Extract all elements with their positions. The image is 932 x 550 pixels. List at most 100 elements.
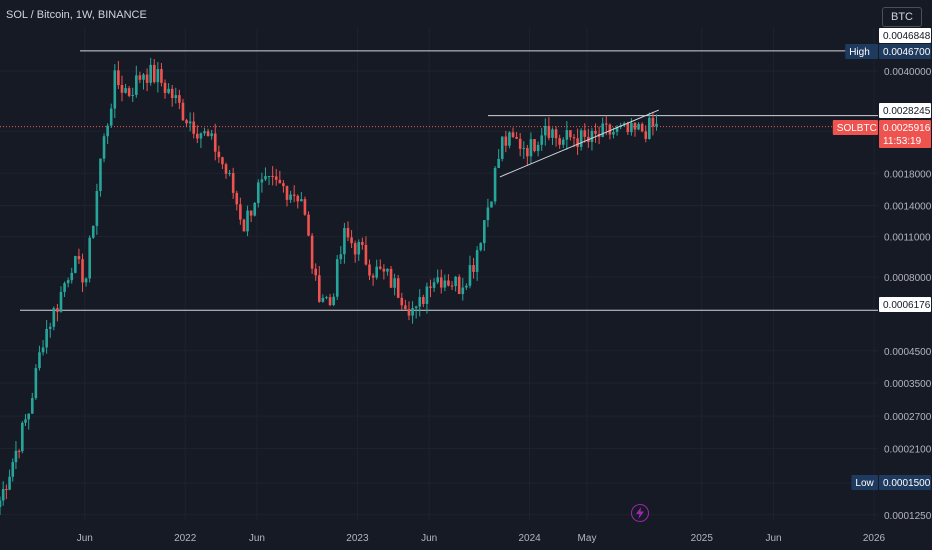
candle-body: [422, 297, 425, 304]
x-tick-label: Jun: [421, 533, 437, 544]
candle-body: [88, 237, 91, 279]
candle-body: [14, 450, 18, 463]
candle-body: [572, 137, 576, 139]
candle-body: [450, 285, 454, 287]
y-tick-label: 0.0008000: [884, 273, 932, 284]
candle-body: [278, 179, 282, 184]
candle-body: [533, 139, 536, 152]
candle-body: [66, 280, 70, 284]
candle-body: [317, 275, 321, 302]
candle-body: [264, 176, 267, 180]
candle-body: [213, 133, 217, 152]
candle-body: [131, 94, 135, 96]
candle-body: [590, 130, 594, 142]
candle-body: [127, 88, 131, 96]
candle-body: [565, 130, 569, 140]
price-label-box: [879, 103, 931, 118]
candle-body: [536, 144, 540, 152]
candle-body: [310, 235, 314, 269]
candle-body: [361, 241, 364, 245]
candle-body: [228, 173, 231, 175]
candle-body: [429, 286, 432, 288]
currency-button[interactable]: BTC: [882, 7, 922, 27]
candle-body: [74, 256, 77, 273]
candle-body: [246, 210, 249, 232]
candle-body: [303, 199, 307, 215]
candle-body: [0, 500, 2, 508]
x-tick-label: 2023: [346, 533, 369, 544]
candle-body: [626, 123, 630, 133]
candle-body: [418, 297, 422, 307]
candle-body: [77, 256, 81, 260]
candle-body: [615, 126, 619, 132]
candle-body: [425, 286, 429, 304]
candle-body: [407, 309, 411, 316]
candle-body: [608, 124, 612, 135]
candle-body: [149, 64, 152, 83]
candle-body: [199, 133, 203, 139]
candle-body: [300, 199, 303, 202]
candle-body: [314, 268, 317, 276]
candle-body: [457, 276, 461, 295]
y-tick-label: 0.0002100: [884, 444, 932, 455]
candle-body: [307, 214, 310, 236]
candle-body: [529, 139, 533, 157]
candle-body: [443, 280, 447, 288]
price-label-value: 0.0046700: [883, 47, 931, 58]
candle-body: [11, 462, 15, 477]
candle-body: [561, 139, 565, 145]
x-tick-label: Jun: [77, 533, 93, 544]
candle-body: [257, 182, 260, 203]
candle-body: [267, 175, 271, 177]
price-label-box: [879, 44, 931, 59]
candle-body: [332, 296, 335, 306]
candle-body: [479, 243, 483, 251]
x-tick-label: May: [578, 533, 597, 544]
lightning-icon[interactable]: [631, 504, 649, 522]
candle-body: [396, 278, 400, 298]
candle-body: [282, 183, 285, 187]
candle-body: [378, 266, 382, 269]
candle-body: [192, 121, 196, 134]
price-label-value: 0.0001500: [883, 478, 931, 489]
candle-body: [526, 148, 529, 157]
candle-body: [633, 123, 637, 130]
candle-body: [522, 148, 526, 150]
candle-body: [551, 129, 554, 138]
candle-body: [576, 138, 579, 147]
candle-body: [113, 70, 117, 109]
y-tick-label: 0.0001250: [884, 511, 932, 522]
x-tick-label: Jun: [249, 533, 265, 544]
candle-body: [84, 278, 88, 283]
candle-body: [210, 133, 213, 137]
candle-body: [414, 306, 418, 309]
price-label-name: High: [849, 47, 870, 58]
candle-body: [504, 136, 508, 146]
candle-body: [432, 282, 436, 288]
candle-body: [353, 243, 357, 255]
candle-body: [81, 259, 84, 283]
y-tick-label: 0.0002700: [884, 412, 932, 423]
candle-body: [493, 167, 497, 202]
candle-body: [231, 173, 235, 193]
candle-body: [508, 132, 511, 146]
price-label-value: 0.0046848: [883, 31, 931, 42]
candle-body: [472, 265, 475, 272]
candle-body: [56, 308, 59, 312]
candle-body: [145, 74, 149, 83]
price-label-value: 0.0006176: [883, 300, 931, 311]
candle-body: [142, 74, 145, 80]
candle-body: [124, 88, 127, 93]
candle-body: [271, 175, 274, 177]
x-tick-label: 2024: [518, 533, 541, 544]
price-label-box: [879, 475, 931, 490]
candle-body: [655, 123, 658, 127]
price-label-tag: [845, 44, 878, 59]
candle-body: [461, 287, 465, 295]
candle-body: [350, 237, 353, 244]
candle-body: [95, 191, 99, 226]
price-label-box: [879, 28, 931, 43]
candle-body: [1, 489, 5, 501]
candle-body: [239, 204, 242, 220]
